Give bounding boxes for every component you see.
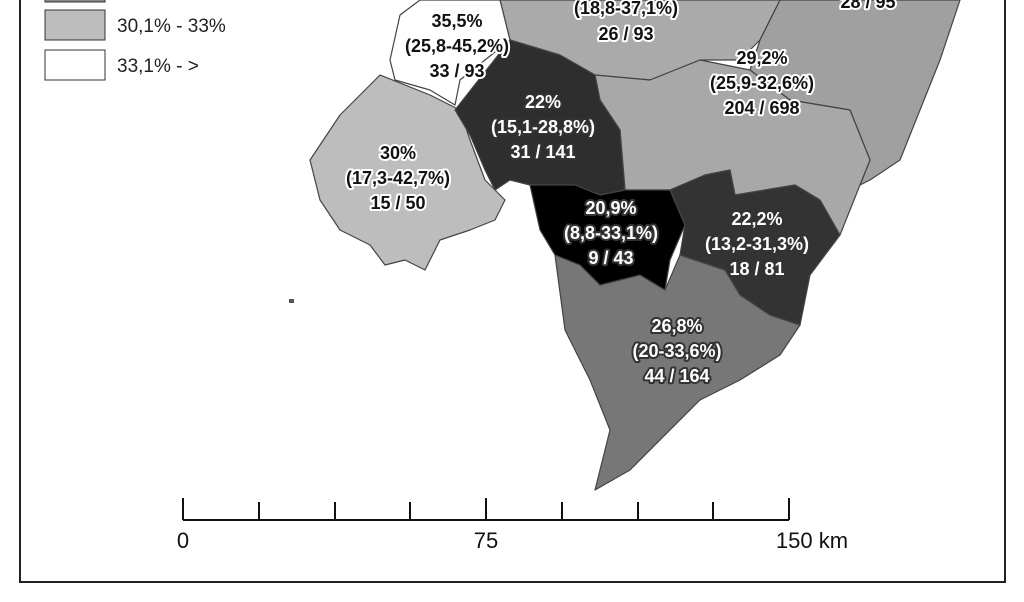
region-labels: (18,8-37,1%) 26 / 93 28 / 95 35,5% (25,8…	[344, 0, 898, 388]
region-label: (18,8-37,1%)	[574, 0, 678, 18]
region-label: 33 / 93	[429, 61, 484, 81]
region	[309, 74, 506, 271]
region-label: 204 / 698	[724, 98, 799, 118]
legend-swatch	[44, 9, 106, 41]
region-label: (25,9-32,6%)	[710, 73, 814, 93]
region-label: 29,2%	[736, 48, 787, 68]
region-label: 18 / 81	[729, 259, 784, 279]
region-label: (17,3-42,7%)	[346, 168, 450, 188]
scale-label: 150 km	[776, 528, 848, 553]
region-label: 35,5%	[431, 11, 482, 31]
islet	[289, 299, 294, 303]
region-label: 15 / 50	[370, 193, 425, 213]
legend-swatch	[44, 0, 106, 3]
region	[669, 169, 841, 326]
region-label: 31 / 141	[510, 142, 575, 162]
scale-label: 75	[474, 528, 498, 553]
region-label: (25,8-45,2%)	[405, 36, 509, 56]
scale-label: 0	[177, 528, 189, 553]
region-label: 20,9%	[585, 198, 636, 218]
region-label: 9 / 43	[588, 248, 633, 268]
region-label: 30%	[380, 143, 416, 163]
region-label: 28 / 95	[840, 0, 895, 12]
legend: 30,1% - 33% 33,1% - >	[44, 0, 226, 81]
legend-swatch	[44, 49, 106, 81]
region-label: (15,1-28,8%)	[491, 117, 595, 137]
legend-label: 33,1% - >	[117, 56, 199, 77]
region-label: 26,8%	[651, 316, 702, 336]
region-label: 44 / 164	[644, 366, 709, 386]
legend-label: 30,1% - 33%	[117, 16, 226, 37]
regions	[289, 0, 961, 491]
region-label: 22%	[525, 92, 561, 112]
scale-bar	[182, 498, 790, 521]
region	[389, 0, 511, 106]
region-label: 22,2%	[731, 209, 782, 229]
region	[529, 184, 686, 291]
region-label: (8,8-33,1%)	[564, 223, 658, 243]
region-label: (20-33,6%)	[632, 341, 721, 361]
region-label: 26 / 93	[598, 24, 653, 44]
region-label: (13,2-31,3%)	[705, 234, 809, 254]
